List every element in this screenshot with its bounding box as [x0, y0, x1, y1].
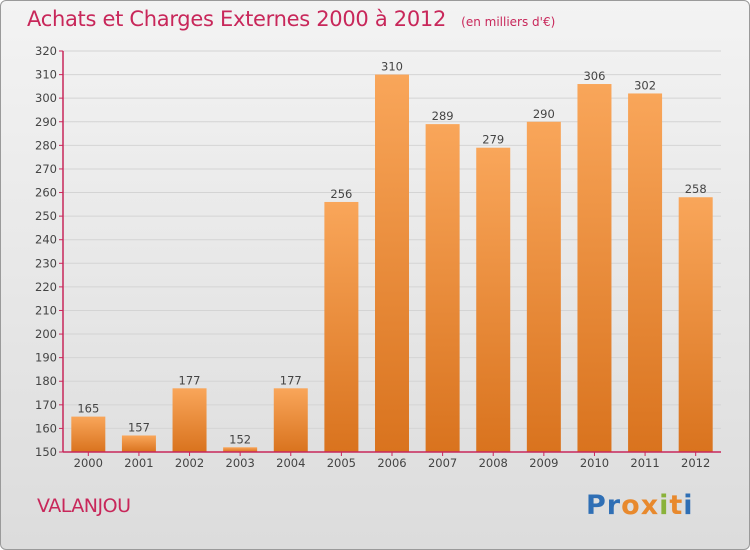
bar-value-label: 152 — [229, 432, 251, 446]
bar-2006 — [375, 74, 409, 453]
x-tick-label: 2000 — [74, 456, 103, 470]
bar-value-label: 177 — [179, 373, 201, 387]
bar-2008 — [476, 147, 511, 452]
x-tick-label: 2012 — [681, 456, 710, 470]
y-tick-label: 270 — [35, 162, 57, 176]
bar-value-label: 279 — [482, 133, 504, 147]
y-tick-label: 170 — [35, 398, 57, 412]
y-tick-label: 220 — [35, 280, 57, 294]
bar-value-label: 306 — [583, 69, 605, 83]
x-tick-label: 2008 — [479, 456, 508, 470]
x-tick-label: 2009 — [529, 456, 558, 470]
logo-letter: o — [621, 490, 641, 521]
chart-title: Achats et Charges Externes 2000 à 2012 — [27, 7, 447, 31]
y-tick-label: 300 — [35, 91, 57, 105]
commune-name: VALANJOU — [37, 495, 131, 517]
x-tick-label: 2007 — [428, 456, 457, 470]
bar-2007 — [425, 124, 460, 452]
bar-2011 — [628, 93, 663, 452]
x-tick-label: 2011 — [630, 456, 659, 470]
title-row: Achats et Charges Externes 2000 à 2012 (… — [27, 7, 555, 31]
proxiti-logo[interactable]: Proxiti — [586, 490, 694, 521]
logo-letter: x — [640, 490, 660, 521]
bar-value-label: 289 — [432, 109, 454, 123]
y-tick-label: 180 — [35, 374, 57, 388]
y-tick-label: 190 — [35, 351, 57, 365]
y-tick-label: 320 — [35, 44, 57, 58]
logo-letter: i — [683, 490, 694, 521]
y-tick-label: 260 — [35, 186, 57, 200]
x-tick-label: 2001 — [124, 456, 153, 470]
x-tick-label: 2006 — [377, 456, 406, 470]
y-tick-label: 290 — [35, 115, 57, 129]
bar-2004 — [273, 388, 308, 452]
y-tick-label: 200 — [35, 327, 57, 341]
y-tick-label: 150 — [35, 445, 57, 459]
x-tick-label: 2010 — [580, 456, 609, 470]
bar-2003 — [223, 447, 258, 452]
bar-2010 — [577, 84, 612, 452]
y-tick-label: 210 — [35, 303, 57, 317]
logo-letter: t — [669, 490, 684, 521]
x-tick-label: 2004 — [276, 456, 305, 470]
axes: 150 160 170 180 190 200 210 220 230 240 250 260 270 2… — [35, 44, 721, 470]
logo-letter: r — [606, 490, 622, 521]
bar-value-label: 165 — [77, 402, 99, 416]
x-tick-label: 2005 — [327, 456, 356, 470]
y-tick-label: 310 — [35, 68, 57, 82]
x-tick-label: 2003 — [226, 456, 255, 470]
bar-2009 — [526, 121, 561, 452]
bar-value-label: 256 — [330, 187, 352, 201]
bar-2002 — [172, 388, 207, 452]
logo-letter: i — [659, 490, 670, 521]
y-tick-label: 280 — [35, 138, 57, 152]
bar-2000 — [71, 416, 106, 452]
bar-value-label: 258 — [685, 182, 707, 196]
bar-2001 — [121, 435, 156, 452]
y-tick-label: 250 — [35, 209, 57, 223]
bar-value-label: 302 — [634, 78, 656, 92]
chart-subtitle: (en milliers d'€) — [461, 15, 556, 29]
bar-value-label: 177 — [280, 373, 302, 387]
bars: 165 157 177 152 177 256 310 289 279 290 306 302 258 — [71, 60, 713, 453]
bar-value-label: 310 — [381, 60, 403, 74]
bar-value-label: 157 — [128, 420, 150, 434]
y-tick-label: 230 — [35, 256, 57, 270]
bar-value-label: 290 — [533, 107, 555, 121]
logo-letter: P — [586, 490, 607, 521]
y-tick-label: 160 — [35, 421, 57, 435]
x-tick-label: 2002 — [175, 456, 204, 470]
bar-2005 — [324, 201, 359, 452]
y-tick-label: 240 — [35, 233, 57, 247]
bar-2012 — [678, 197, 713, 452]
